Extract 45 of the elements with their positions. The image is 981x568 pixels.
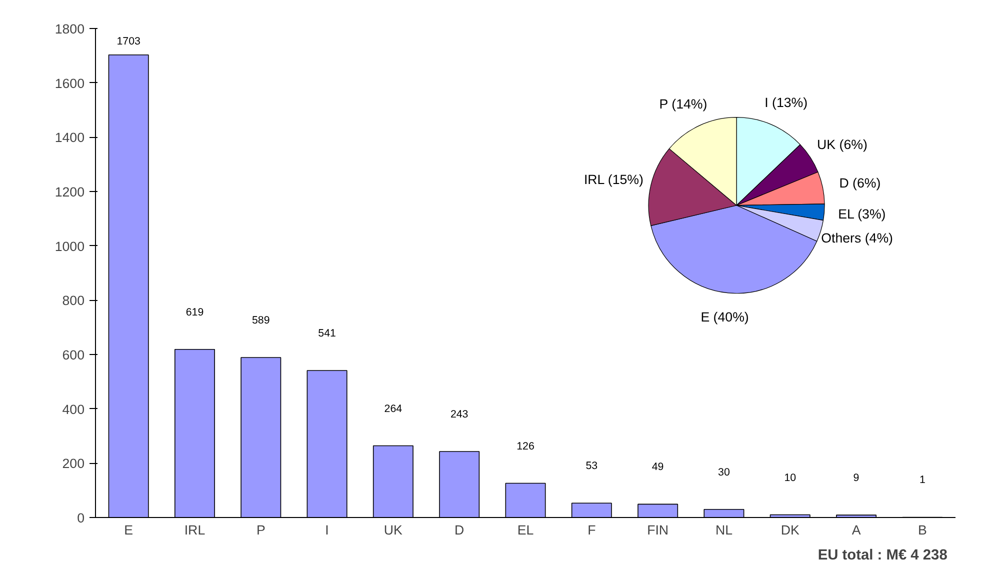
data-label: 243 <box>450 408 468 420</box>
slice-label: P (14%) <box>659 96 708 112</box>
x-tick-label: DK <box>780 522 800 538</box>
data-label: 264 <box>384 402 402 415</box>
data-label: 589 <box>252 314 270 326</box>
x-tick-label: E <box>124 522 134 538</box>
data-label: 126 <box>516 440 534 452</box>
data-label: 49 <box>652 461 664 474</box>
y-tick-label: 1800 <box>54 22 85 36</box>
y-tick-label: 400 <box>62 402 85 417</box>
y-tick-label: 1600 <box>54 76 85 91</box>
data-label: 53 <box>586 460 598 472</box>
x-tick-label: D <box>454 522 464 538</box>
x-tick-label: EL <box>517 522 534 538</box>
slice-label: Others (4%) <box>821 230 893 246</box>
data-label: 9 <box>853 472 860 484</box>
data-label: 1703 <box>116 35 141 48</box>
x-tick-label: F <box>588 522 596 538</box>
x-tick-label: IRL <box>184 522 206 538</box>
x-tick-label: A <box>852 522 861 538</box>
y-tick-label: 600 <box>62 348 85 362</box>
y-tick-label: 1000 <box>54 238 85 254</box>
data-label: 10 <box>784 472 796 484</box>
data-label: 541 <box>318 328 336 340</box>
slice-label: E (40%) <box>700 309 749 324</box>
y-tick-label: 200 <box>62 456 85 472</box>
x-tick-label: FIN <box>647 522 669 538</box>
x-tick-label: I <box>325 522 329 538</box>
data-label: 619 <box>186 306 204 318</box>
y-tick-label: 1200 <box>54 184 85 200</box>
slice-label: EL (3%) <box>838 206 886 222</box>
text: EU total : M€ 4 238 <box>818 548 948 564</box>
slice-label: UK (6%) <box>817 136 868 152</box>
data-label: 1 <box>919 474 926 486</box>
slice-label: I (13%) <box>764 94 808 110</box>
slice-label: D (6%) <box>839 175 881 190</box>
data-label: 30 <box>718 466 730 478</box>
y-tick-label: 1400 <box>54 130 85 146</box>
slice-label: IRL (15%) <box>584 172 644 187</box>
x-tick-label: UK <box>384 522 403 538</box>
y-tick-label: 0 <box>77 510 85 526</box>
x-tick-label: P <box>256 522 266 538</box>
x-tick-label: NL <box>715 522 732 538</box>
x-tick-label: B <box>918 522 927 538</box>
y-tick-label: 800 <box>62 293 85 308</box>
